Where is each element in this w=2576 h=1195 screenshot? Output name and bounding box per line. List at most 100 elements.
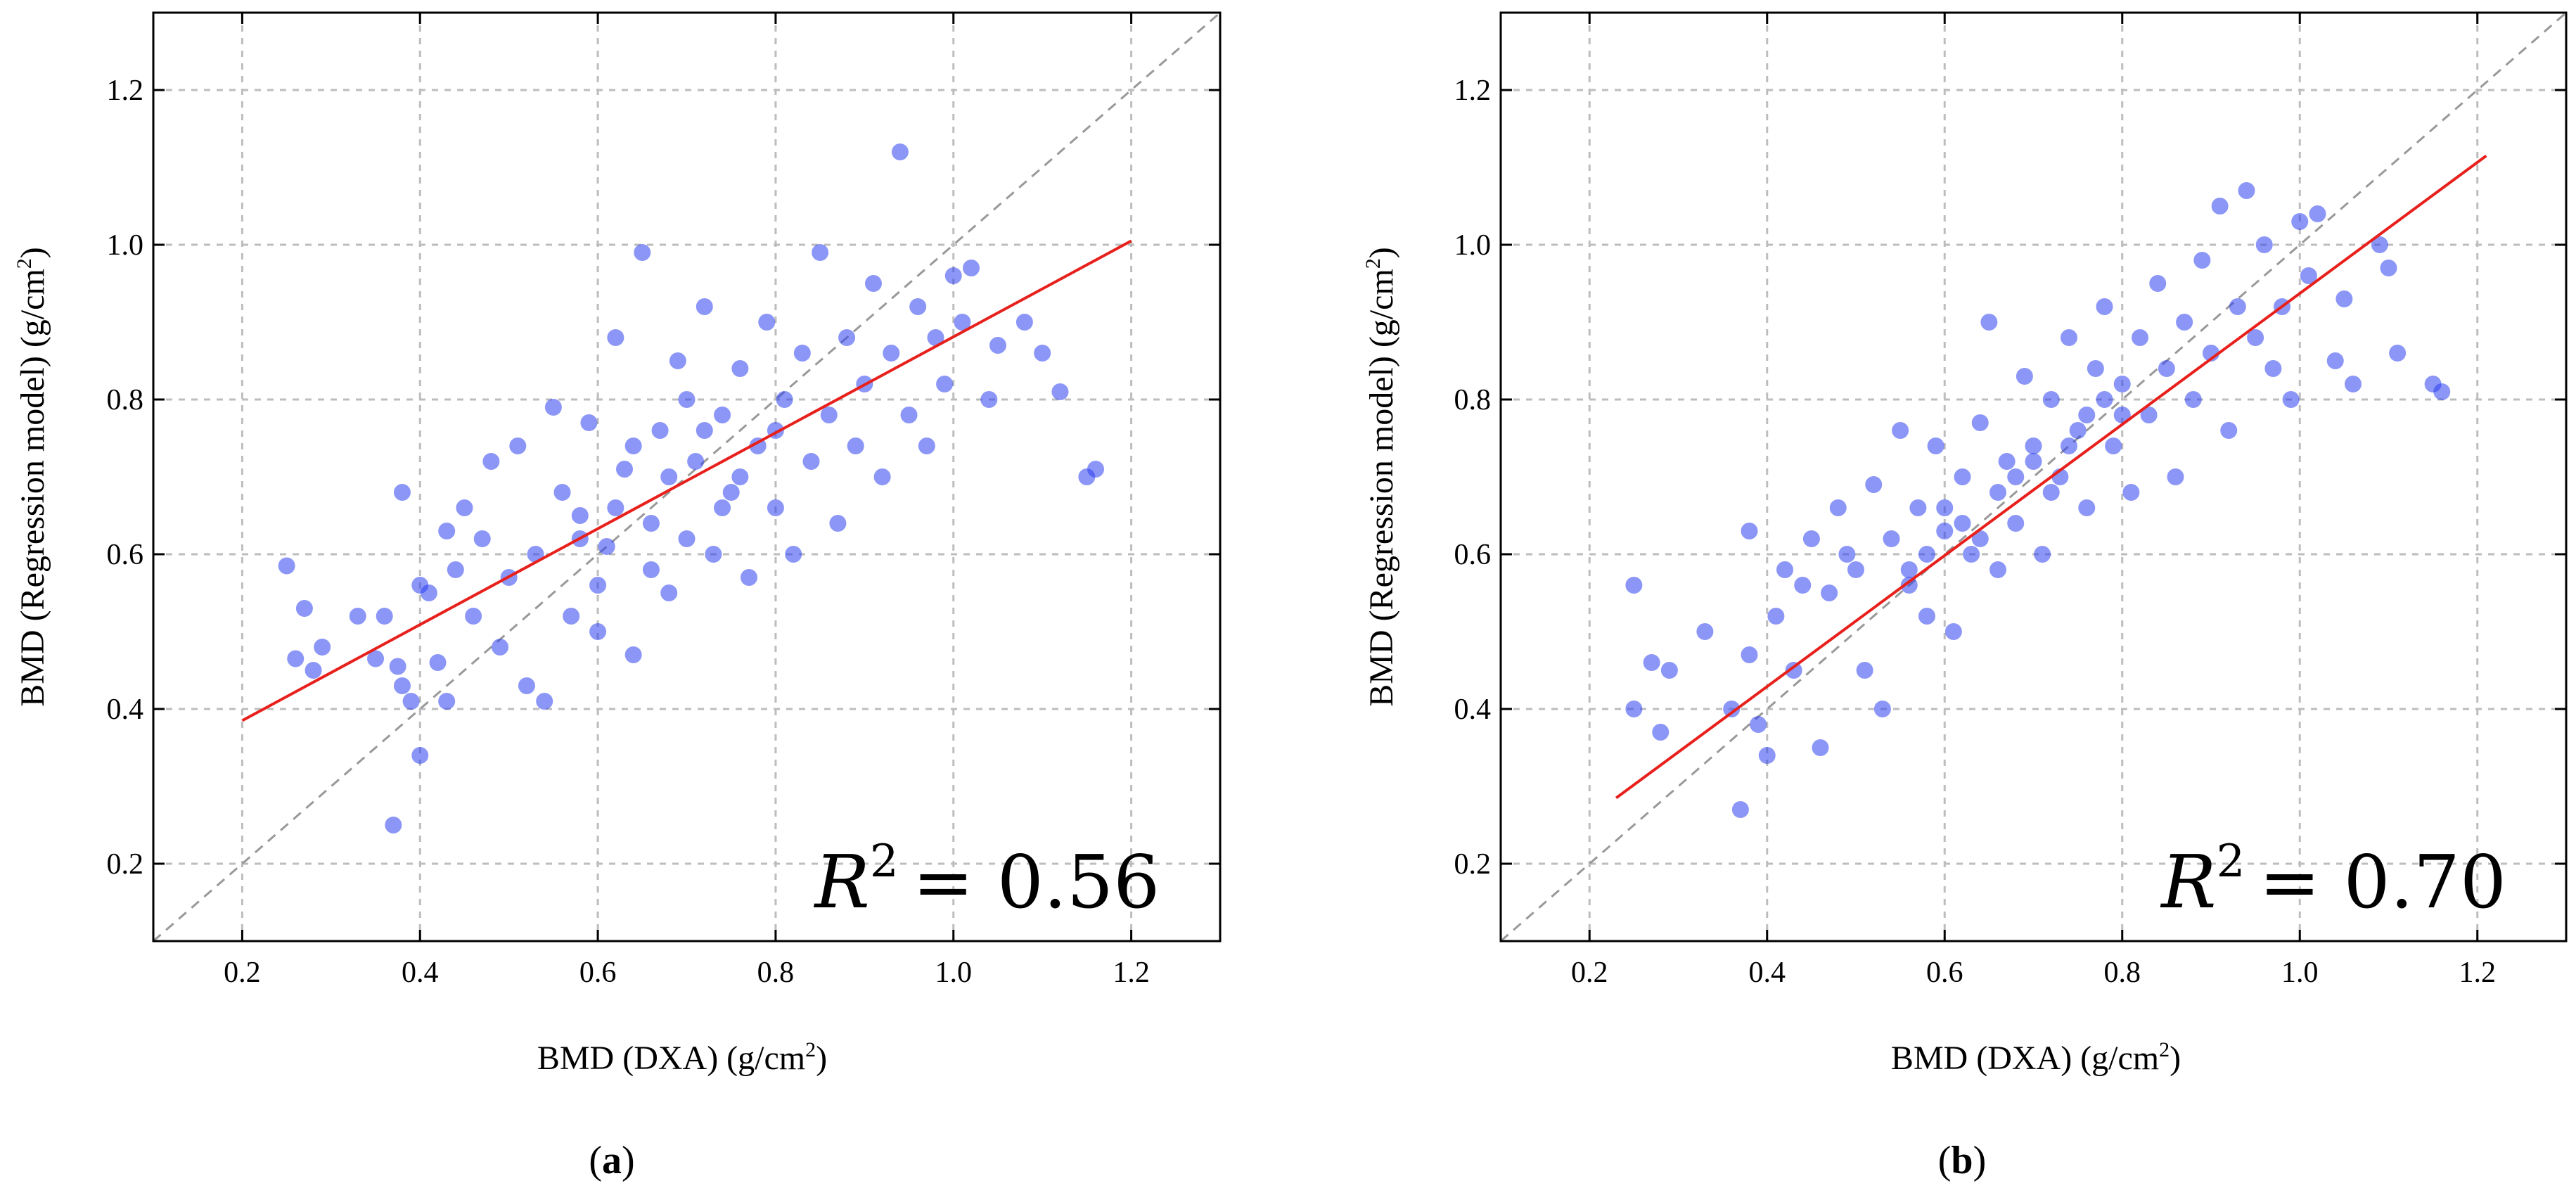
y-tick-label-b-3: 0.8 bbox=[1454, 384, 1492, 416]
data-point-a-9 bbox=[389, 658, 406, 675]
data-point-b-79 bbox=[2389, 345, 2407, 362]
data-point-a-82 bbox=[1051, 383, 1069, 400]
data-point-a-41 bbox=[642, 515, 660, 532]
data-point-a-40 bbox=[634, 244, 651, 261]
data-point-a-31 bbox=[553, 484, 571, 501]
data-point-b-91 bbox=[1900, 561, 1918, 578]
data-point-b-76 bbox=[2345, 376, 2362, 392]
y-tick-label-a-0: 0.2 bbox=[107, 848, 144, 881]
data-point-b-9 bbox=[1741, 646, 1758, 663]
data-point-a-7 bbox=[376, 608, 393, 625]
data-point-b-46 bbox=[2069, 422, 2087, 439]
panel-letter-b: b bbox=[1951, 1139, 1973, 1182]
points-b bbox=[1625, 182, 2451, 818]
data-point-b-11 bbox=[1758, 747, 1776, 764]
data-point-a-37 bbox=[607, 329, 624, 346]
r2-superscript-a: 2 bbox=[870, 836, 899, 888]
data-point-b-8 bbox=[1741, 523, 1758, 539]
data-point-b-39 bbox=[2007, 515, 2025, 532]
data-point-b-33 bbox=[1954, 468, 1971, 485]
data-point-b-66 bbox=[2247, 329, 2264, 346]
data-point-a-92 bbox=[642, 561, 660, 578]
y-tick-label-b-2: 0.6 bbox=[1454, 539, 1492, 571]
data-point-b-29 bbox=[1918, 608, 1935, 625]
data-point-b-89 bbox=[2096, 391, 2113, 408]
y-axis-title-text-a: BMD (Regression model) (g/cm bbox=[14, 269, 51, 707]
data-point-a-34 bbox=[580, 414, 598, 431]
data-point-b-83 bbox=[1989, 484, 2006, 501]
data-point-a-56 bbox=[776, 391, 793, 408]
x-axis-title-a: BMD (DXA) (g/cm2) bbox=[537, 1038, 827, 1077]
data-point-b-55 bbox=[2149, 275, 2167, 292]
x-tick-label-a-4: 1.0 bbox=[935, 957, 973, 989]
data-point-b-81 bbox=[2433, 383, 2451, 400]
data-point-b-10 bbox=[1750, 716, 1767, 733]
data-point-b-36 bbox=[1980, 314, 1998, 331]
data-point-a-45 bbox=[678, 530, 696, 547]
plot-frame-b bbox=[1499, 11, 2568, 942]
x-tick-label-b-1: 0.4 bbox=[1749, 957, 1786, 989]
x-tick-label-b-0: 0.2 bbox=[1571, 957, 1608, 989]
data-point-a-95 bbox=[589, 577, 607, 594]
data-point-a-18 bbox=[438, 693, 456, 710]
data-point-a-88 bbox=[624, 437, 642, 454]
y-axis-title-sup-b: 2 bbox=[1361, 258, 1385, 269]
data-point-a-2 bbox=[295, 600, 313, 617]
data-point-a-93 bbox=[714, 499, 731, 516]
data-point-b-45 bbox=[2061, 329, 2077, 346]
grid-a bbox=[153, 13, 1220, 941]
data-point-b-1 bbox=[1625, 701, 1643, 717]
x-tick-label-a-5: 1.2 bbox=[1113, 957, 1150, 989]
data-point-b-77 bbox=[2371, 236, 2388, 253]
y-tick-label-b-5: 1.2 bbox=[1454, 75, 1492, 107]
data-point-b-84 bbox=[2025, 453, 2042, 470]
data-point-a-63 bbox=[838, 329, 856, 346]
y-tick-label-a-3: 0.8 bbox=[107, 384, 144, 416]
data-point-a-17 bbox=[438, 523, 456, 539]
data-point-a-50 bbox=[722, 484, 740, 501]
data-point-a-61 bbox=[820, 407, 838, 423]
data-point-a-20 bbox=[456, 499, 473, 516]
x-axis-title-sup-b: 2 bbox=[2159, 1038, 2170, 1061]
data-point-b-4 bbox=[1660, 662, 1678, 679]
panel-a: 0.2 0.4 0.6 0.8 1.0 1.20.20.40.60.81.01.2 R2 =… bbox=[13, 11, 1222, 1182]
fit-line-b bbox=[1615, 154, 2487, 800]
data-point-a-39 bbox=[624, 646, 642, 663]
data-point-a-16 bbox=[429, 654, 447, 671]
x-tick-label-b-5: 1.2 bbox=[2459, 957, 2497, 989]
data-point-a-91 bbox=[731, 468, 749, 485]
data-point-b-6 bbox=[1723, 701, 1741, 717]
data-point-b-37 bbox=[1989, 561, 2006, 578]
data-point-a-75 bbox=[944, 267, 962, 284]
ticks-b: 0.2 0.4 0.6 0.8 1.0 1.2 0.2 0.4 0.6 0.8 1.0 1.2 bbox=[1454, 13, 2566, 989]
identity-line-b bbox=[1500, 11, 2567, 942]
data-point-b-34 bbox=[1963, 546, 1980, 563]
data-point-a-36 bbox=[598, 538, 615, 555]
data-point-a-85 bbox=[607, 499, 624, 516]
data-point-a-46 bbox=[687, 453, 705, 470]
data-point-b-2 bbox=[1643, 654, 1660, 671]
panel-label-b: (b) bbox=[1938, 1139, 1986, 1182]
data-point-a-59 bbox=[802, 453, 820, 470]
data-point-b-48 bbox=[2087, 360, 2104, 377]
data-point-a-19 bbox=[447, 561, 464, 578]
data-point-a-57 bbox=[785, 546, 802, 563]
data-point-a-79 bbox=[989, 337, 1006, 354]
data-point-a-21 bbox=[465, 608, 482, 625]
data-point-b-78 bbox=[2380, 260, 2397, 276]
data-point-b-17 bbox=[1812, 739, 1829, 756]
data-point-b-47 bbox=[2078, 499, 2096, 516]
data-point-a-35 bbox=[589, 623, 607, 640]
data-point-a-6 bbox=[367, 650, 385, 667]
data-point-a-55 bbox=[767, 499, 784, 516]
data-point-a-81 bbox=[1034, 345, 1051, 362]
data-point-b-42 bbox=[2034, 546, 2051, 563]
data-point-b-87 bbox=[2007, 468, 2025, 485]
data-point-a-15 bbox=[420, 584, 437, 601]
data-point-a-26 bbox=[509, 437, 527, 454]
data-point-b-49 bbox=[2096, 298, 2113, 315]
data-point-b-75 bbox=[2335, 290, 2353, 307]
data-point-b-0 bbox=[1625, 577, 1643, 594]
y-tick-label-a-2: 0.6 bbox=[107, 539, 144, 571]
